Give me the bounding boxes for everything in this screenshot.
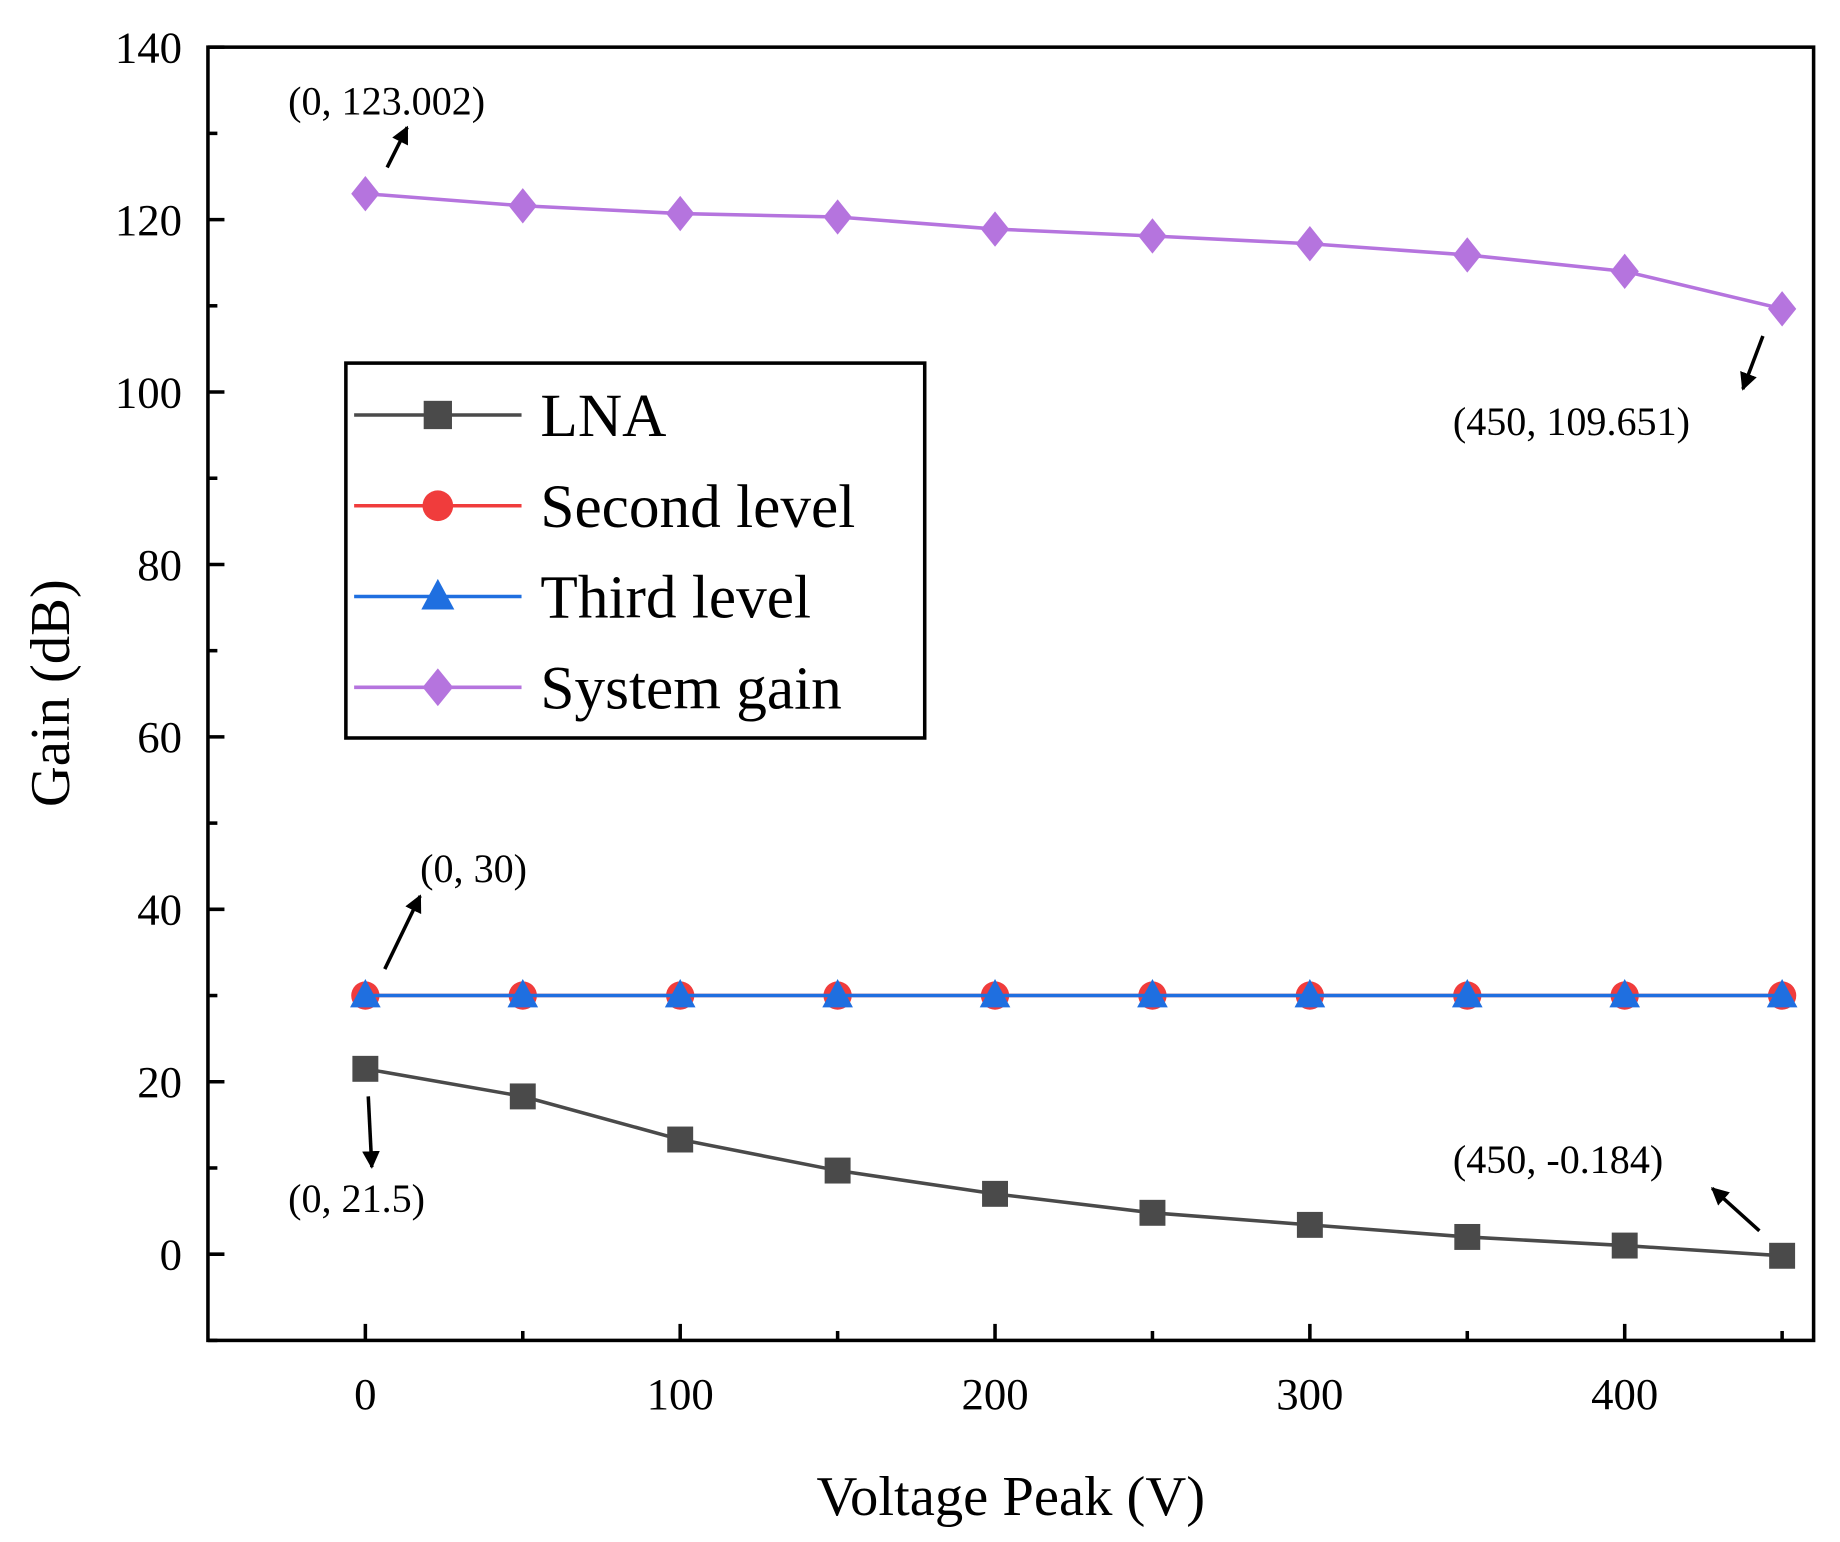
square-marker <box>1611 1232 1638 1259</box>
annotation-arrow <box>1740 335 1765 391</box>
triangle-marker <box>979 979 1011 1008</box>
triangle-marker <box>507 979 539 1008</box>
legend-label: LNA <box>540 382 666 450</box>
circle-marker <box>422 490 454 522</box>
diamond-marker <box>1453 237 1482 273</box>
annotation-arrow <box>383 894 422 970</box>
diamond-marker <box>980 211 1010 247</box>
x-tick-label: 400 <box>1591 1369 1658 1419</box>
square-marker <box>1454 1223 1481 1250</box>
square-marker <box>982 1180 1009 1207</box>
triangle-marker <box>421 578 455 610</box>
diamond-marker <box>1138 218 1167 254</box>
square-marker <box>1296 1211 1323 1238</box>
triangle-marker <box>1137 979 1168 1008</box>
plot-frame <box>206 45 1816 1343</box>
square-marker <box>1139 1199 1166 1226</box>
y-tick-label: 20 <box>137 1057 182 1107</box>
y-tick-label: 120 <box>115 195 182 245</box>
triangle-marker <box>664 979 696 1008</box>
y-tick-label: 100 <box>115 367 182 417</box>
x-tick-label: 300 <box>1276 1369 1343 1419</box>
triangle-marker <box>1609 979 1641 1008</box>
diamond-marker <box>1610 253 1639 290</box>
annotation-label: (0, 30) <box>420 846 527 891</box>
square-marker <box>509 1083 536 1110</box>
y-axis-label: Gain (dB) <box>20 579 82 807</box>
x-axis-label: Voltage Peak (V) <box>816 1466 1205 1528</box>
diamond-marker <box>351 176 380 212</box>
diamond-marker <box>823 199 852 235</box>
diamond-marker <box>666 195 695 232</box>
series-third-level <box>350 979 1798 1008</box>
annotations: (0, 123.002) (450, 109.651) (0, 30) (0, 21.… <box>288 78 1765 1233</box>
annotation-label: (0, 21.5) <box>288 1176 425 1221</box>
annotation-arrow <box>385 125 409 169</box>
series-line <box>365 1067 1783 1258</box>
legend-label: Second level <box>540 473 855 541</box>
x-tick-label: 200 <box>961 1369 1028 1419</box>
annotation-label: (0, 123.002) <box>288 78 485 123</box>
diamond-marker <box>1767 291 1797 327</box>
square-marker <box>352 1055 379 1082</box>
annotation-label: (450, 109.651) <box>1453 399 1690 444</box>
plot-marks <box>350 176 1798 1269</box>
annotation-arrow <box>1710 1187 1761 1233</box>
triangle-marker <box>350 979 381 1008</box>
square-marker <box>667 1126 694 1153</box>
y-tick-label: 40 <box>137 885 182 935</box>
series-system-gain <box>351 176 1797 327</box>
diamond-marker <box>422 668 454 707</box>
square-marker <box>824 1157 851 1184</box>
legend-label: Third level <box>540 564 811 632</box>
annotation-arrow <box>362 1096 380 1169</box>
x-tick-label: 0 <box>354 1369 376 1419</box>
legend: LNA Second level Third level System gain <box>344 361 927 740</box>
axis-ticks: 0 100 200 300 400 0 20 40 60 80 100 120 140 <box>115 22 1784 1419</box>
series-line <box>365 191 1783 311</box>
legend-label: System gain <box>540 655 841 723</box>
triangle-marker <box>1451 979 1483 1008</box>
triangle-marker <box>822 979 853 1008</box>
y-tick-label: 60 <box>137 712 182 762</box>
triangle-marker <box>1294 979 1326 1008</box>
square-marker <box>423 400 452 430</box>
y-tick-label: 140 <box>115 22 182 72</box>
triangle-marker <box>1766 979 1798 1008</box>
series-lna <box>352 1055 1796 1269</box>
y-tick-label: 80 <box>137 540 182 590</box>
x-tick-label: 100 <box>647 1369 714 1419</box>
y-tick-label: 0 <box>160 1230 182 1280</box>
annotation-label: (450, -0.184) <box>1453 1137 1663 1182</box>
diamond-marker <box>508 188 537 224</box>
diamond-marker <box>1295 226 1325 262</box>
square-marker <box>1769 1242 1796 1269</box>
